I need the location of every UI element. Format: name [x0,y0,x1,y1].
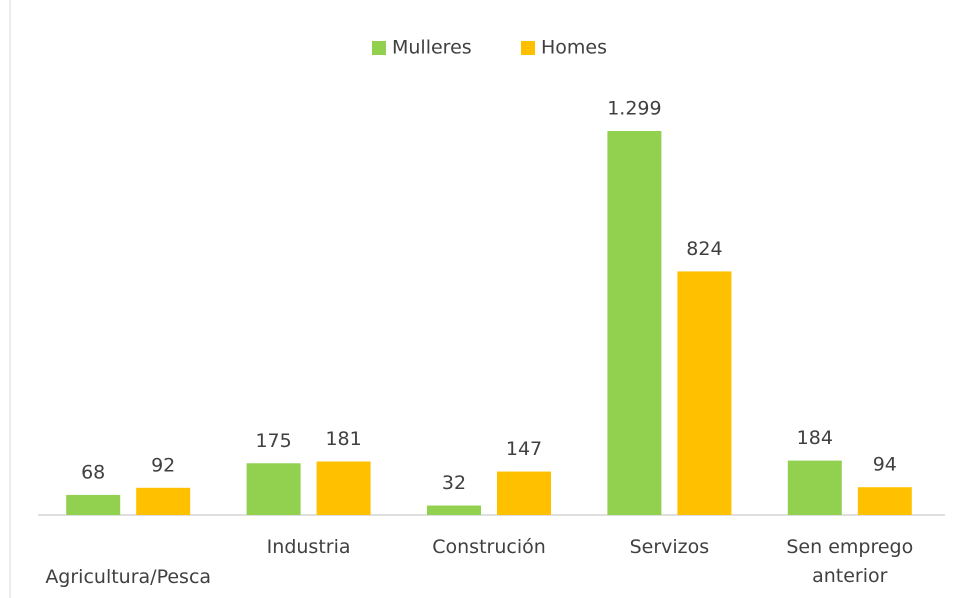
bar [136,487,191,515]
legend-label: Mulleres [392,37,472,59]
data-label: 92 [151,454,175,476]
data-label: 184 [797,427,833,449]
data-label: 68 [81,461,105,483]
data-label: 181 [325,428,361,450]
x-tick-label: Agricultura/Pesca [45,566,212,588]
data-label: 175 [255,430,291,452]
bar [787,460,842,515]
bar [427,505,481,515]
x-tick-label: Sen emprego anterior [786,536,914,587]
bar [246,463,301,515]
legend-swatch [372,41,386,55]
x-tick-label: Servizos [629,536,710,558]
bar [66,494,121,515]
data-label: 1.299 [607,98,661,120]
legend-label: Homes [541,37,607,59]
x-tick-label: Construción [432,536,546,558]
data-label: 32 [442,472,466,494]
bar [607,131,662,515]
bar [316,461,371,515]
data-label: 824 [686,238,722,260]
legend-swatch [521,41,535,55]
bar [677,271,732,515]
data-label: 147 [506,438,542,460]
x-tick-label: Industria [266,536,351,558]
bar [857,487,912,515]
data-label: 94 [873,454,897,476]
bar [497,471,551,515]
